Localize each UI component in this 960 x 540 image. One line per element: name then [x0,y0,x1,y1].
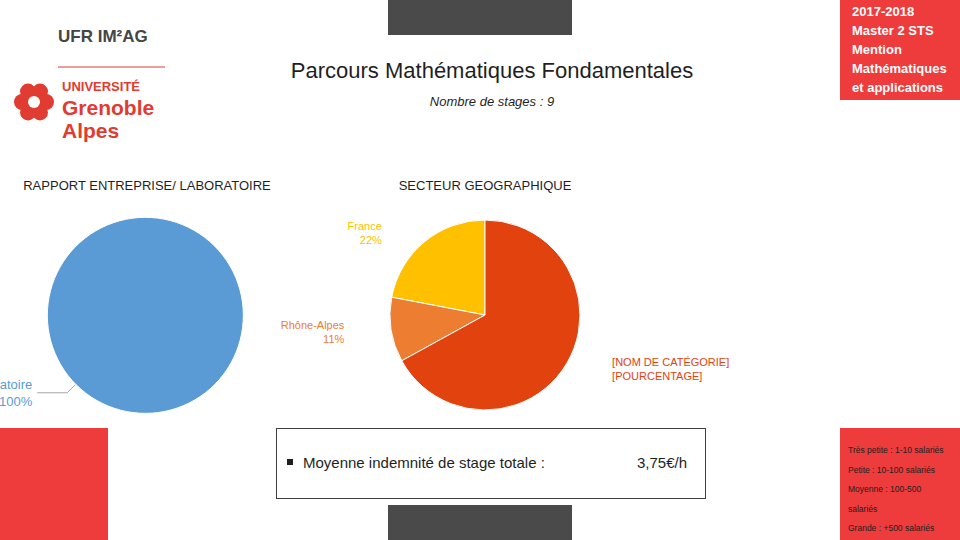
html-text:2017-2018: 2017-2018 [852,4,915,19]
html-text:Petite : 10-100 salariés: Petite : 10-100 salariés [848,464,935,475]
html-text:Grande : +500 salariés: Grande : +500 salariés [848,523,935,533]
svg-text:Laboratoire: Laboratoire [0,377,32,392]
svg-text:100%: 100% [0,394,33,409]
svg-text:11%: 11% [323,333,344,345]
svg-text:SECTEUR GEOGRAPHIQUE: SECTEUR GEOGRAPHIQUE [399,178,572,193]
svg-text:France: France [348,220,382,232]
html-text:Mention: Mention [852,42,902,57]
svg-text:[NOM DE CATÉGORIE]: [NOM DE CATÉGORIE] [612,356,729,368]
svg-text:UNIVERSITÉ: UNIVERSITÉ [62,79,140,94]
svg-text:Alpes: Alpes [62,119,119,142]
html-text:Parcours Mathématiques Fondame: Parcours Mathématiques Fondamentales [290,58,694,83]
html-text:Mathématiques: Mathématiques [852,61,947,76]
html-text:Moyenne : 100-500: Moyenne : 100-500 [848,484,922,494]
svg-text:[POURCENTAGE]: [POURCENTAGE] [612,370,702,382]
html-text:Nombre de stages : 9: Nombre de stages : 9 [429,94,555,109]
html-text:3,75€/h: 3,75€/h [637,454,687,471]
svg-text:Grenoble: Grenoble [62,96,154,119]
html-text:salariés: salariés [848,503,878,514]
html-text:Très petite : 1-10 salariés: Très petite : 1-10 salariés [848,445,944,455]
svg-text:Rhône-Alpes: Rhône-Alpes [281,319,345,331]
html-text:Moyenne indemnité de stage tot: Moyenne indemnité de stage totale : [303,454,545,471]
svg-text:RAPPORT ENTREPRISE/ LABORATOIR: RAPPORT ENTREPRISE/ LABORATOIRE [23,178,271,193]
html-text:Master 2 STS: Master 2 STS [852,23,934,38]
svg-text:22%: 22% [360,234,382,246]
html-text:et applications: et applications [852,80,943,95]
svg-text:UFR IM²AG: UFR IM²AG [58,27,148,46]
